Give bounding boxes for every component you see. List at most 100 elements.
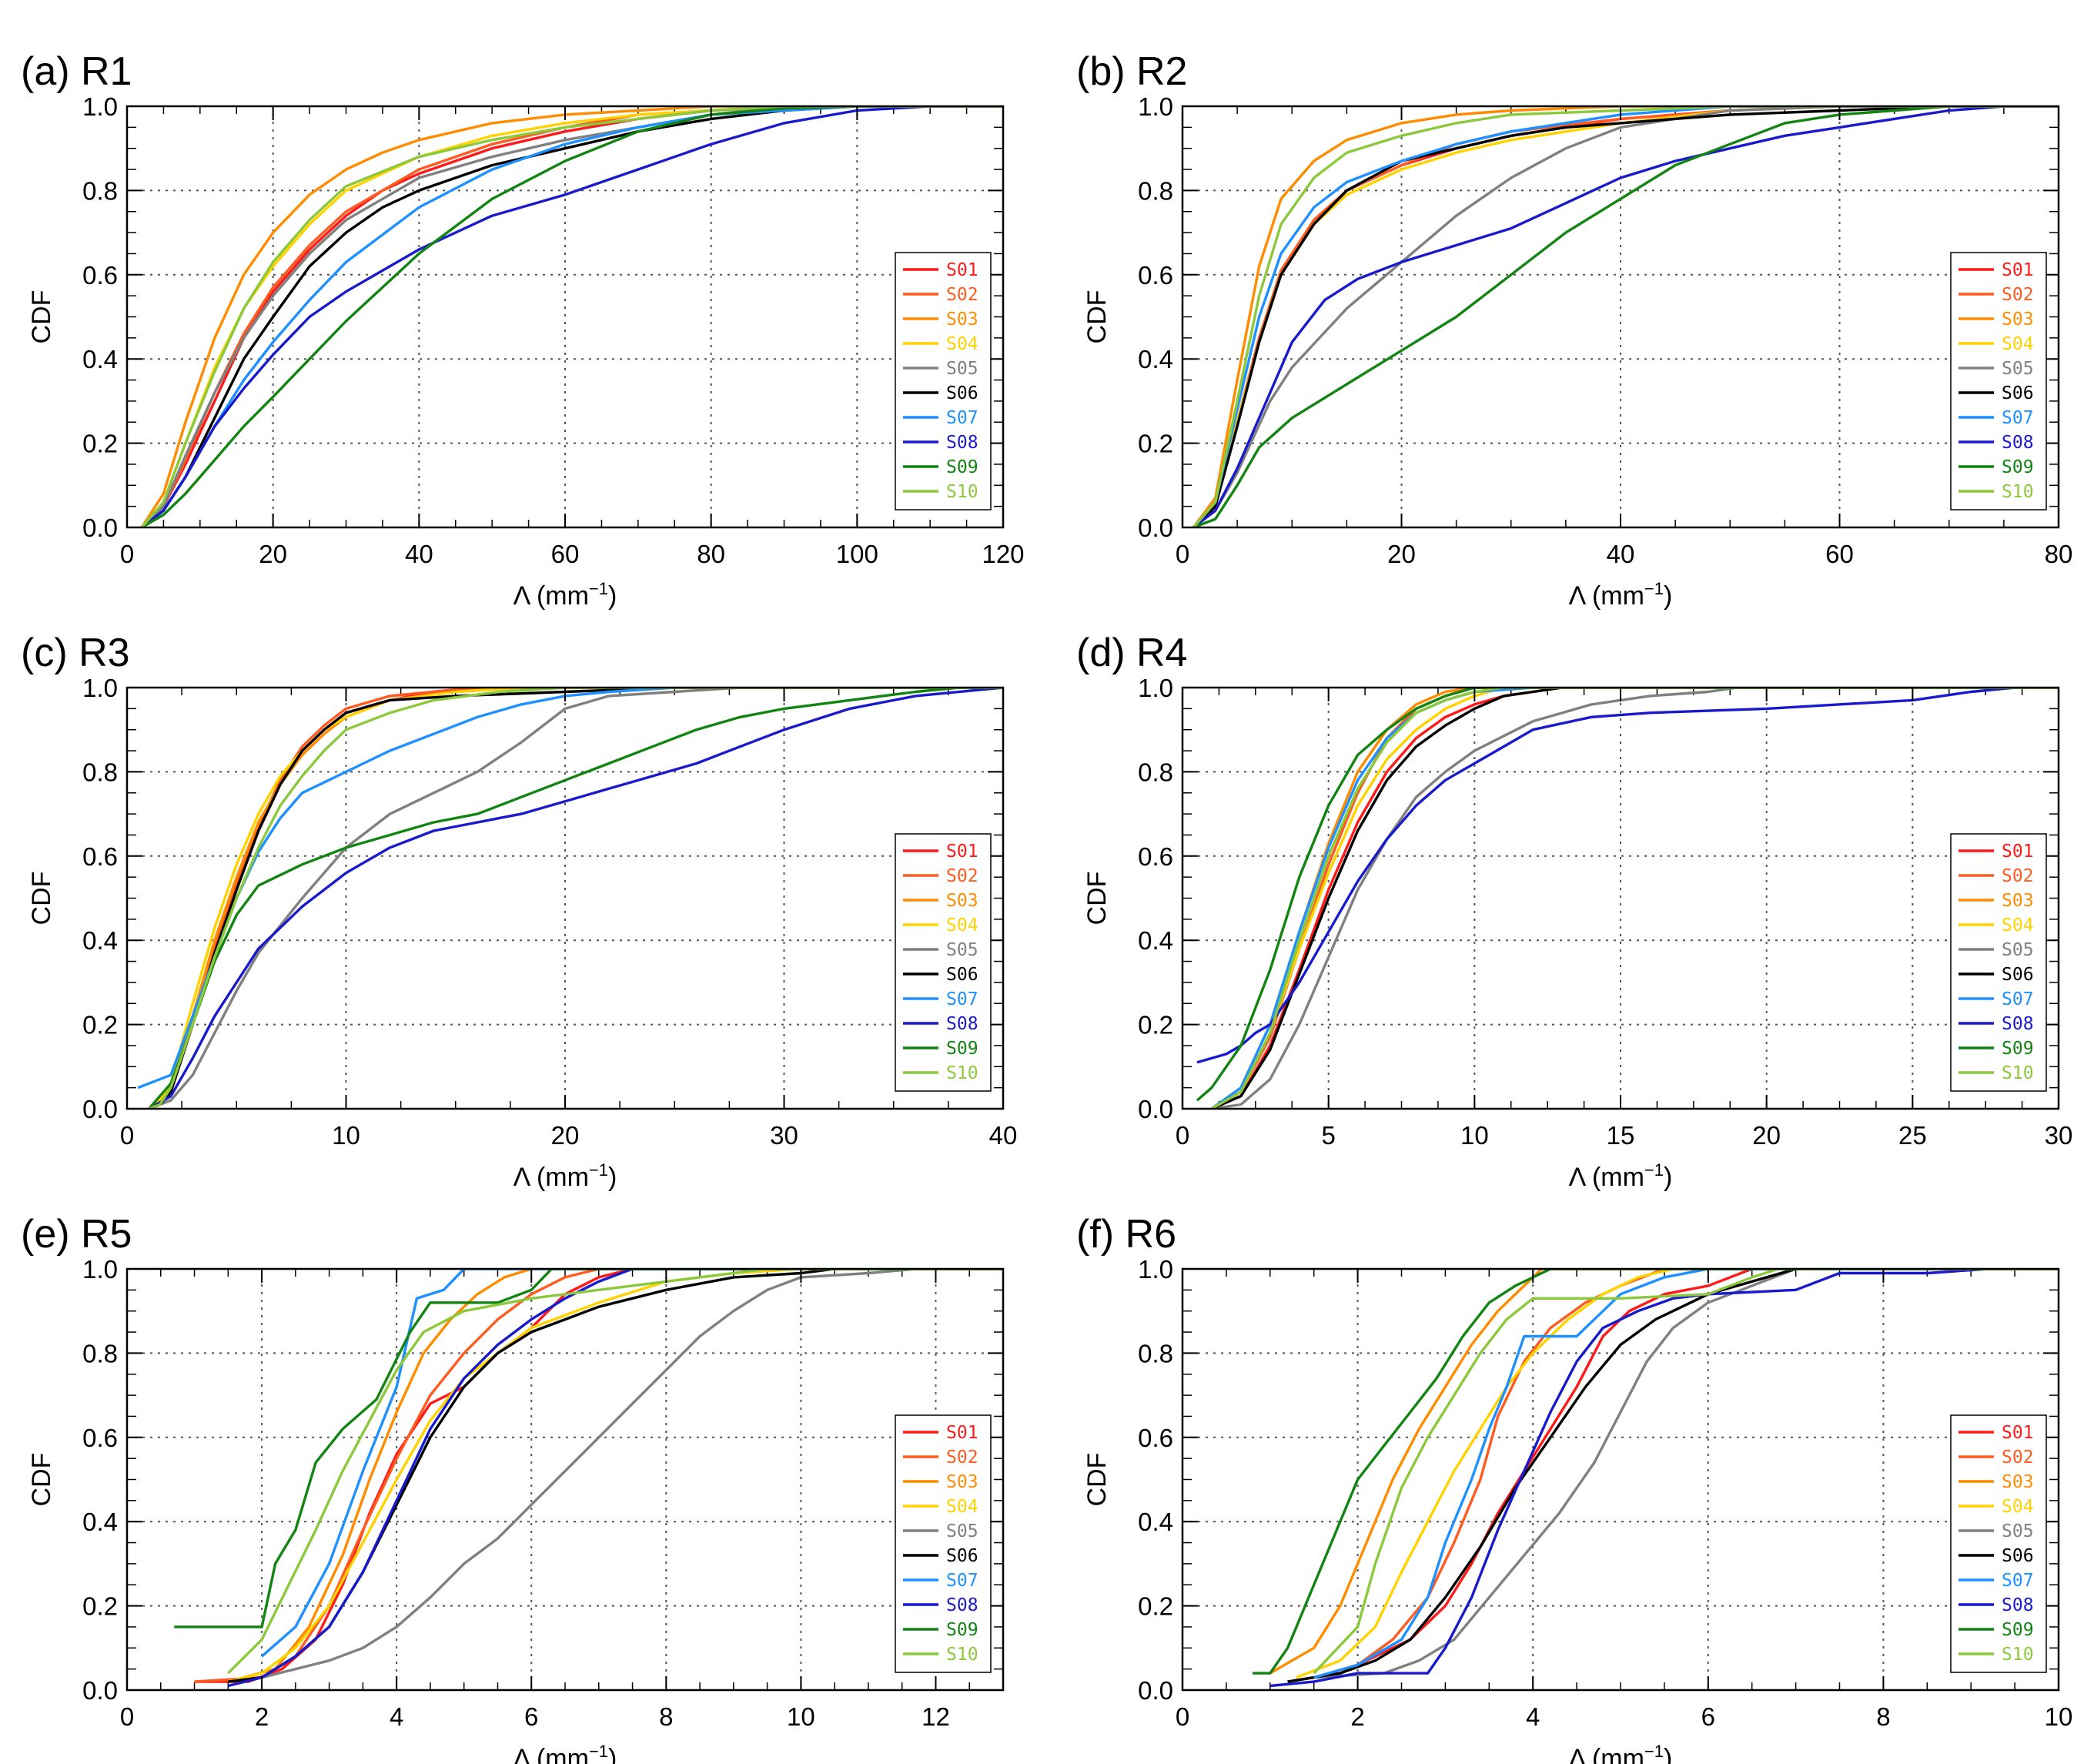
series-line-S10 — [1211, 688, 2059, 1109]
legend-label: S10 — [946, 1645, 978, 1665]
legend: S01 S02 S03 S04 S05 S06 S07 S08 S09 S10 — [895, 1414, 992, 1673]
legend-label: S02 — [2002, 285, 2034, 305]
x-tick-label: 8 — [659, 1702, 673, 1731]
legend-label: S03 — [2002, 310, 2034, 330]
series-line-S01 — [1211, 688, 2059, 1109]
legend-label: S10 — [2002, 1063, 2034, 1083]
gridlines — [127, 688, 1003, 1109]
y-tick-label: 0.6 — [1138, 842, 1173, 871]
x-tick-label: 60 — [551, 540, 580, 568]
series-line-S07 — [260, 1269, 1003, 1658]
x-tick-label: 25 — [1898, 1121, 1927, 1150]
y-tick-label: 0.4 — [1138, 345, 1173, 373]
series-line-S08 — [148, 688, 1003, 1109]
series-line-S02 — [140, 106, 1003, 527]
series-line-S04 — [227, 1269, 1003, 1683]
x-axis-label: Λ (mm−1) — [1569, 1742, 1673, 1764]
chart-panel-2: (b) R2 0 20 40 60 80 0.0 0.2 0.4 0.6 0.8 1.0 Λ (mm−1… — [1076, 49, 2072, 611]
legend: S01 S02 S03 S04 S05 S06 S07 S08 S09 S10 — [895, 252, 992, 510]
x-tick-label: 0 — [120, 1121, 134, 1150]
y-tick-label: 0.6 — [1138, 1424, 1173, 1452]
y-tick-label: 0.2 — [1138, 1592, 1173, 1621]
series-line-S06 — [1287, 1269, 2059, 1683]
x-tick-label: 20 — [551, 1121, 580, 1150]
legend-label: S06 — [2002, 383, 2034, 403]
y-tick-label: 0.0 — [1138, 514, 1173, 542]
y-axis-label: CDF — [27, 1453, 56, 1507]
series-group — [1196, 688, 2059, 1109]
legend: S01 S02 S03 S04 S05 S06 S07 S08 S09 S10 — [895, 833, 992, 1092]
y-tick-label: 1.0 — [82, 1255, 118, 1284]
x-tick-label: 4 — [390, 1702, 403, 1731]
legend-label: S03 — [946, 891, 978, 911]
legend-label: S05 — [2002, 940, 2034, 960]
y-axis-label: CDF — [1082, 1453, 1112, 1507]
series-line-S03 — [1269, 1269, 2059, 1675]
legend-label: S08 — [2002, 433, 2034, 453]
series-line-S09 — [141, 106, 1003, 527]
plot-frame — [125, 1267, 1005, 1692]
y-tick-label: 0.8 — [82, 1339, 118, 1367]
legend-label: S05 — [2002, 1521, 2034, 1541]
series-line-S04 — [1296, 1269, 2059, 1679]
legend-label: S07 — [946, 989, 978, 1009]
series-group — [174, 1269, 1003, 1688]
series-line-S02 — [148, 688, 1003, 1109]
gridlines — [127, 1269, 1003, 1690]
series-line-S08 — [1269, 1269, 2059, 1688]
chart-panel-3: (c) R3 0 10 20 30 40 0.0 0.2 0.4 0.6 0.8 1.0 Λ (mm−1… — [21, 631, 1017, 1192]
legend-label: S03 — [946, 1472, 978, 1492]
y-axis-label: CDF — [27, 290, 56, 344]
y-tick-label: 1.0 — [1138, 92, 1173, 121]
legend-label: S01 — [2002, 1423, 2034, 1443]
y-tick-label: 0.4 — [82, 926, 118, 955]
legend: S01 S02 S03 S04 S05 S06 S07 S08 S09 S10 — [1950, 833, 2047, 1092]
legend-label: S05 — [946, 940, 978, 960]
x-tick-label: 6 — [524, 1702, 538, 1731]
legend-label: S04 — [946, 915, 978, 936]
y-tick-label: 0.6 — [82, 1424, 118, 1452]
legend-label: S10 — [2002, 482, 2034, 502]
x-tick-label: 2 — [255, 1702, 269, 1731]
y-tick-label: 0.8 — [1138, 758, 1173, 786]
x-tick-label: 0 — [1176, 1702, 1189, 1731]
legend-label: S02 — [946, 1448, 978, 1468]
y-tick-label: 1.0 — [82, 674, 118, 702]
series-line-S06 — [148, 688, 1003, 1109]
legend-label: S10 — [946, 482, 978, 502]
series-line-S09 — [1193, 106, 2059, 527]
series-line-S03 — [1192, 106, 2059, 527]
legend-label: S06 — [946, 965, 978, 985]
y-tick-label: 0.0 — [1138, 1676, 1173, 1705]
x-tick-label: 100 — [836, 540, 878, 568]
y-axis-label: CDF — [1082, 290, 1112, 344]
y-tick-label: 0.0 — [82, 514, 118, 542]
y-tick-label: 1.0 — [1138, 1255, 1173, 1284]
x-tick-label: 20 — [259, 540, 287, 568]
y-tick-label: 0.4 — [82, 345, 118, 373]
series-line-S10 — [1313, 1269, 2059, 1675]
series-line-S09 — [1253, 1269, 2059, 1675]
y-tick-label: 0.6 — [82, 261, 118, 290]
x-tick-label: 30 — [2045, 1121, 2073, 1150]
legend-label: S09 — [946, 457, 978, 477]
y-tick-label: 0.2 — [1138, 430, 1173, 458]
gridlines — [1182, 106, 2059, 527]
y-tick-label: 0.4 — [1138, 926, 1173, 955]
legend-label: S09 — [2002, 1039, 2034, 1059]
legend-label: S07 — [2002, 408, 2034, 428]
legend-label: S07 — [2002, 1571, 2034, 1591]
x-tick-label: 10 — [787, 1702, 815, 1731]
x-tick-label: 8 — [1876, 1702, 1890, 1731]
legend-label: S09 — [946, 1039, 978, 1059]
y-tick-label: 0.4 — [1138, 1508, 1173, 1536]
minor-ticks — [127, 106, 1003, 527]
series-line-S10 — [148, 688, 1003, 1109]
legend-label: S07 — [946, 1571, 978, 1591]
legend-label: S02 — [946, 285, 978, 305]
x-tick-label: 10 — [1460, 1121, 1489, 1150]
series-line-S01 — [1287, 1269, 2059, 1683]
legend-label: S02 — [2002, 866, 2034, 886]
x-axis-label: Λ (mm−1) — [1569, 1160, 1673, 1192]
